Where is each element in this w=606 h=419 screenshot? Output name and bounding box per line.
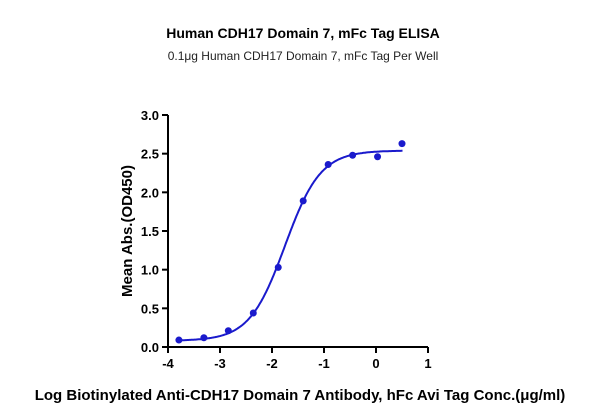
data-point	[175, 336, 183, 344]
chart-subtitle: 0.1μg Human CDH17 Domain 7, mFc Tag Per …	[168, 49, 439, 63]
x-tick-label: 1	[424, 356, 431, 371]
y-tick-label: 2.0	[141, 185, 159, 200]
axes: -4 -3 -2 -1 0 1 0.0 0.5 1.0 1.5 2.0 2.5 3.0	[141, 108, 432, 371]
data-point	[200, 334, 208, 342]
x-tick-label: 0	[372, 356, 379, 371]
data-point	[349, 151, 357, 159]
x-tick-label: -2	[266, 356, 278, 371]
y-tick-label: 1.5	[141, 224, 159, 239]
chart-title: Human CDH17 Domain 7, mFc Tag ELISA	[166, 25, 440, 41]
y-tick-label: 0.0	[141, 340, 159, 355]
data-point	[299, 197, 307, 205]
y-tick-label: 0.5	[141, 301, 159, 316]
data-point	[224, 327, 232, 335]
data-point	[398, 140, 406, 148]
y-axis-label: Mean Abs.(OD450)	[119, 165, 136, 297]
y-tick-label: 2.5	[141, 147, 159, 162]
data-point	[374, 153, 382, 161]
y-tick-label: 1.0	[141, 263, 159, 278]
data-point	[324, 160, 332, 168]
y-tick-label: 3.0	[141, 108, 159, 123]
fit-curve	[178, 149, 403, 342]
x-axis-label: Log Biotinylated Anti-CDH17 Domain 7 Ant…	[35, 387, 566, 404]
data-point	[249, 309, 257, 317]
data-point	[274, 263, 282, 271]
data-points	[175, 140, 406, 344]
x-tick-label: -3	[214, 356, 226, 371]
x-tick-label: -1	[318, 356, 330, 371]
x-tick-label: -4	[162, 356, 174, 371]
